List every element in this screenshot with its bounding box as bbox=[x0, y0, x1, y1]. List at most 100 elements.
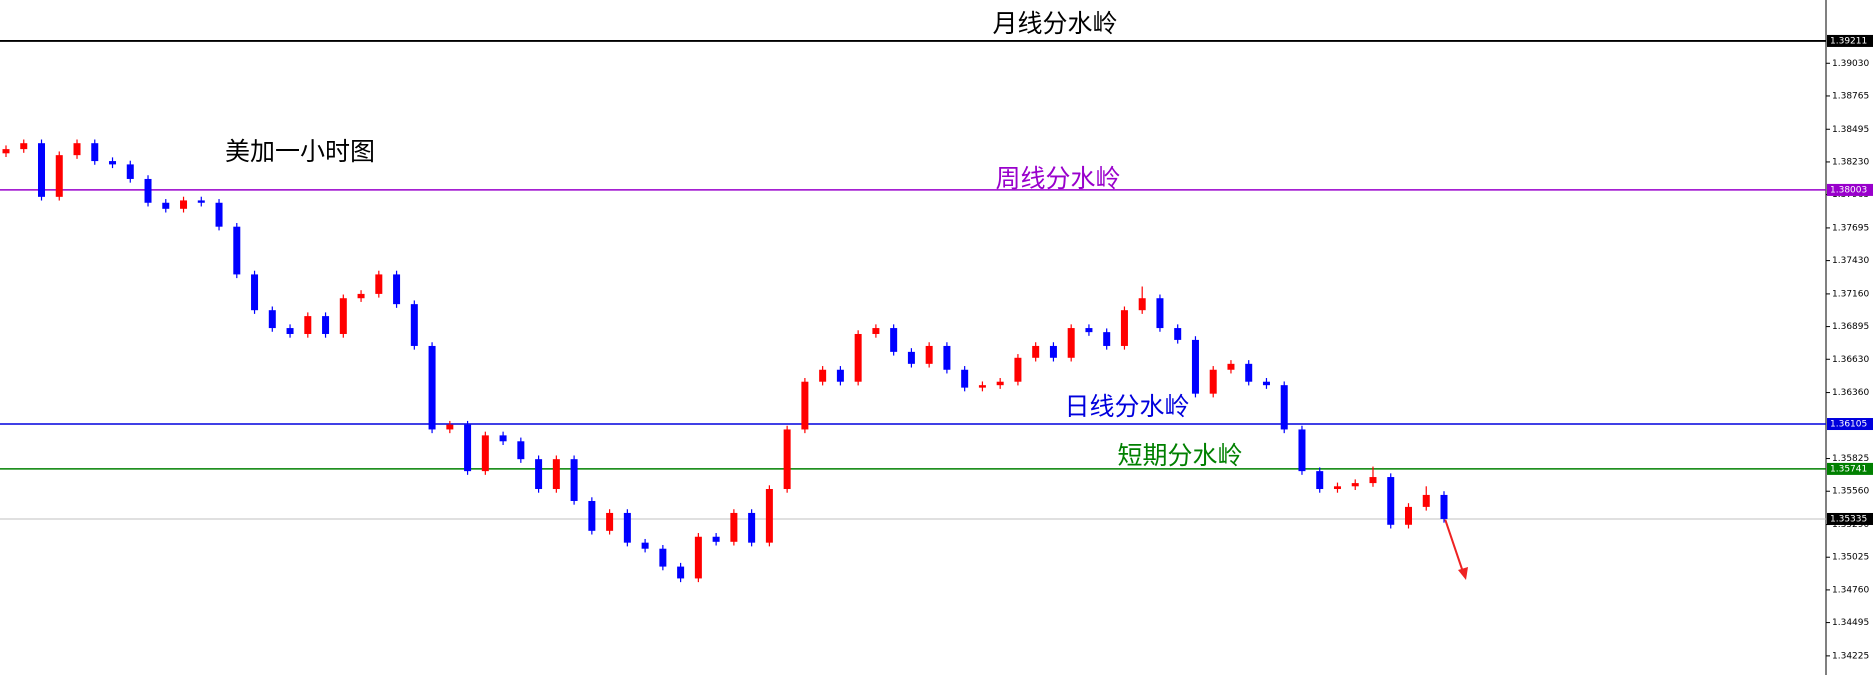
candle-body bbox=[1085, 328, 1093, 333]
candle-body bbox=[499, 435, 507, 442]
level-price-box bbox=[1827, 462, 1873, 475]
candle-body bbox=[1316, 471, 1324, 490]
candle-body bbox=[357, 293, 365, 299]
y-tick-label: 1.38495 bbox=[1832, 125, 1869, 135]
candle-body bbox=[1262, 381, 1270, 386]
level-name: 日线分水岭 bbox=[1064, 392, 1189, 421]
candle-body bbox=[588, 500, 596, 531]
candle-body bbox=[712, 536, 720, 542]
level-price-label: 1.36105 bbox=[1830, 420, 1867, 430]
candle-body bbox=[606, 512, 614, 531]
candle-body bbox=[38, 143, 46, 197]
candle-body bbox=[233, 226, 241, 275]
candle-body bbox=[1298, 429, 1306, 472]
candle-body bbox=[251, 274, 259, 311]
candle-body bbox=[552, 459, 560, 490]
candle-body bbox=[1103, 332, 1111, 346]
y-tick-label: 1.38230 bbox=[1832, 157, 1869, 167]
candle-body bbox=[1014, 357, 1022, 382]
y-tick-label: 1.36895 bbox=[1832, 322, 1869, 332]
level-name: 短期分水岭 bbox=[1117, 441, 1242, 470]
candle-body bbox=[126, 164, 134, 179]
candle-body bbox=[659, 548, 667, 567]
candle-body bbox=[339, 298, 347, 334]
y-tick-label: 1.36630 bbox=[1832, 355, 1869, 365]
candle-body bbox=[428, 345, 436, 430]
candle-body bbox=[1404, 506, 1412, 525]
candle-body bbox=[1440, 494, 1448, 519]
level-price-label: 1.35741 bbox=[1830, 464, 1867, 474]
level-price-box bbox=[1827, 34, 1873, 47]
candle-body bbox=[2, 149, 10, 154]
candle-body bbox=[162, 202, 170, 209]
chart-title: 美加一小时图 bbox=[225, 137, 375, 166]
level-name: 月线分水岭 bbox=[992, 9, 1117, 38]
y-tick-label: 1.35560 bbox=[1832, 487, 1869, 497]
level-name: 周线分水岭 bbox=[995, 164, 1120, 193]
candle-body bbox=[783, 429, 791, 490]
candle-body bbox=[1351, 483, 1359, 487]
candle-body bbox=[1174, 328, 1182, 340]
candle-body bbox=[854, 333, 862, 382]
candle-body bbox=[1227, 363, 1235, 370]
y-tick-label: 1.38765 bbox=[1832, 91, 1869, 101]
candle-body bbox=[535, 459, 543, 490]
trend-arrow bbox=[1443, 515, 1465, 576]
candle-body bbox=[144, 178, 152, 203]
candle-body bbox=[180, 200, 188, 209]
candle-body bbox=[836, 369, 844, 382]
candle-body bbox=[1387, 477, 1395, 525]
level-price-box bbox=[1827, 418, 1873, 431]
candle-body bbox=[322, 316, 330, 334]
candle-body bbox=[1191, 339, 1199, 394]
current-price-box bbox=[1827, 512, 1873, 525]
candle-body bbox=[694, 536, 702, 579]
candle-body bbox=[872, 328, 880, 334]
candle-body bbox=[286, 328, 294, 334]
level-price-label: 1.38003 bbox=[1830, 185, 1867, 195]
candle-body bbox=[375, 274, 383, 294]
candle-body bbox=[1369, 477, 1377, 484]
candle-body bbox=[446, 424, 454, 430]
candle-body bbox=[410, 304, 418, 346]
candle-body bbox=[20, 143, 28, 150]
candle-body bbox=[996, 381, 1004, 386]
y-tick-label: 1.35825 bbox=[1832, 454, 1869, 464]
y-tick-label: 1.37430 bbox=[1832, 256, 1869, 266]
candle-body bbox=[215, 202, 223, 227]
candle-body bbox=[1120, 310, 1128, 346]
candle-body bbox=[943, 345, 951, 370]
current-price-label: 1.35335 bbox=[1830, 514, 1867, 524]
candle-body bbox=[907, 351, 915, 364]
candle-body bbox=[1138, 298, 1146, 311]
candle-body bbox=[801, 381, 809, 430]
y-tick-label: 1.34495 bbox=[1832, 618, 1869, 628]
candle-body bbox=[925, 345, 933, 364]
candle-body bbox=[730, 512, 738, 542]
candle-body bbox=[1245, 363, 1253, 382]
candle-body bbox=[517, 441, 525, 460]
candle-body bbox=[1156, 298, 1164, 329]
candle-body bbox=[961, 369, 969, 388]
candle-body bbox=[978, 385, 986, 388]
candle-body bbox=[748, 512, 756, 543]
candle-body bbox=[570, 459, 578, 501]
candle-body bbox=[197, 200, 205, 203]
trend-arrow-head bbox=[1458, 567, 1468, 580]
candle-body bbox=[304, 316, 312, 334]
candle-body bbox=[1049, 345, 1057, 358]
y-tick-label: 1.35025 bbox=[1832, 553, 1869, 563]
y-tick-label: 1.37695 bbox=[1832, 223, 1869, 233]
candle-body bbox=[890, 328, 898, 352]
candle-body bbox=[109, 161, 117, 165]
candle-body bbox=[73, 143, 81, 156]
candle-body bbox=[641, 542, 649, 549]
candle-body bbox=[1333, 486, 1341, 490]
candle-body bbox=[1032, 345, 1040, 358]
candle-body bbox=[765, 489, 773, 543]
y-tick-label: 1.35290 bbox=[1832, 520, 1869, 530]
candle-body bbox=[1067, 328, 1075, 358]
